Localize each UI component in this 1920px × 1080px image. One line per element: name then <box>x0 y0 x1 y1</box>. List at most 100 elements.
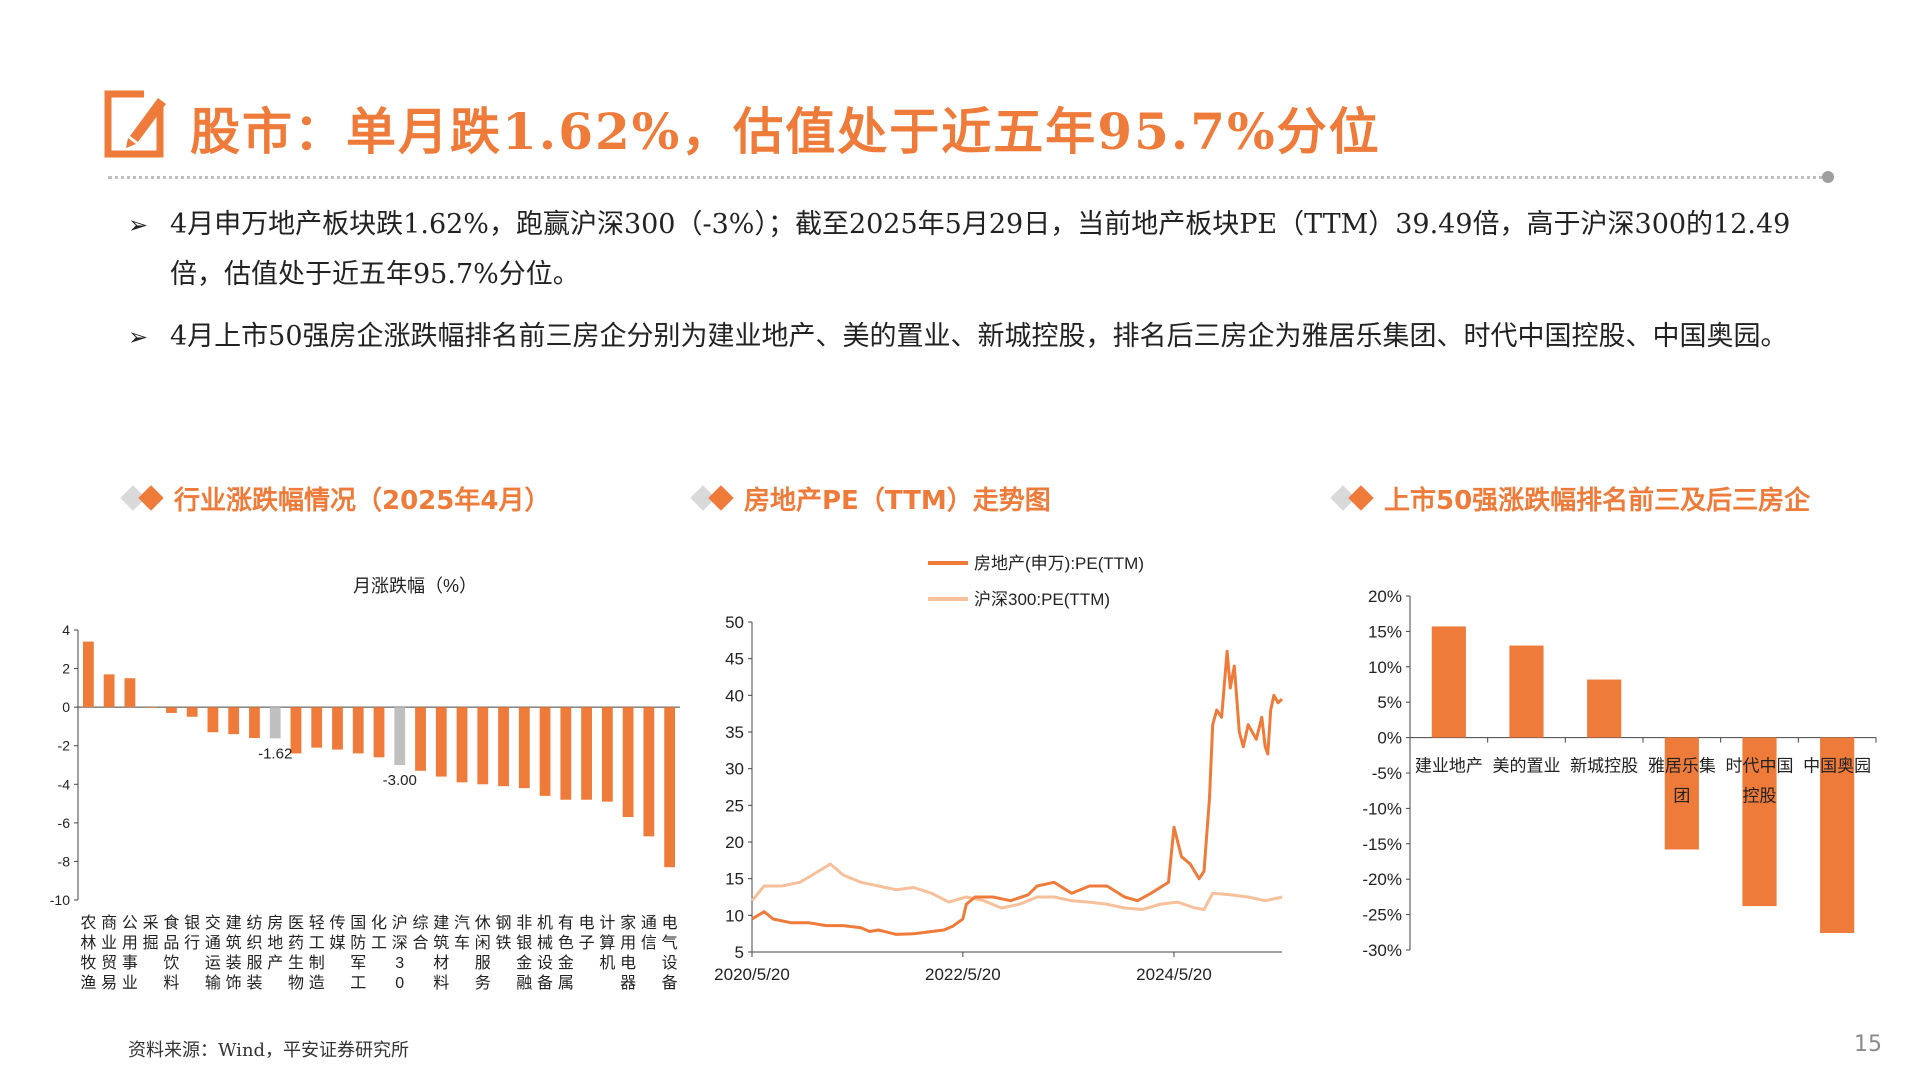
bar <box>1664 737 1699 850</box>
x-tick-label: 商业贸易 <box>101 914 117 990</box>
title-divider <box>108 176 1830 179</box>
page-title: 股市：单月跌1.62%，估值处于近五年95.7%分位 <box>190 102 1381 161</box>
bar <box>456 707 468 783</box>
bar <box>394 707 406 765</box>
y-tick-label: -2 <box>58 738 71 754</box>
bar <box>1431 626 1466 738</box>
bar <box>1509 645 1544 738</box>
bar <box>249 707 260 738</box>
bar <box>560 707 572 800</box>
chart-title: 月涨跌幅（%） <box>353 576 477 596</box>
legend-label: 沪深300:PE(TTM) <box>974 590 1110 609</box>
edit-note-icon <box>104 86 170 158</box>
x-tick-label: 电气设备 <box>662 914 678 990</box>
bar <box>1820 737 1855 934</box>
x-tick-label: 美的置业 <box>1493 757 1561 776</box>
y-tick-label: 15% <box>1368 622 1402 641</box>
section-title: 行业涨跌幅情况（2025年4月） <box>174 485 551 516</box>
bar <box>435 707 447 777</box>
x-tick-label: 沪深300 <box>392 914 408 990</box>
bar <box>415 707 426 771</box>
diamond-icon <box>118 483 166 513</box>
x-tick-label: 房地产 <box>267 914 283 972</box>
bar <box>601 707 613 802</box>
y-tick-label: 35 <box>725 723 744 742</box>
x-tick-label: 家用电器 <box>620 914 636 990</box>
x-tick-label: 有色金属 <box>558 914 574 990</box>
bar <box>1587 679 1622 738</box>
section-header-pe: 房地产PE（TTM）走势图 <box>688 478 1051 518</box>
x-tick-label: 银行 <box>184 914 200 952</box>
x-tick-label: 建筑装饰 <box>226 914 242 990</box>
x-tick-label: 机械设备 <box>537 914 553 990</box>
y-tick-label: 0% <box>1377 729 1402 748</box>
x-tick-label: 钢铁 <box>496 914 512 952</box>
x-tick-label: 中国奥园 <box>1803 757 1871 776</box>
series-line <box>750 862 1283 911</box>
y-tick-label: 20 <box>725 833 744 852</box>
x-tick-label: 交通运输 <box>205 914 221 990</box>
x-tick-label: 计算机 <box>599 914 615 972</box>
data-label: -3.00 <box>383 772 417 789</box>
bar <box>539 707 551 796</box>
y-tick-label: -6 <box>58 815 71 831</box>
x-tick-label: 医药生物 <box>288 915 304 990</box>
section-title: 房地产PE（TTM）走势图 <box>744 485 1051 516</box>
bar <box>643 707 655 837</box>
industry-change-chart: 月涨跌幅（%） 4 2 0 -2 -4 -6 -8 -10 农林牧渔商业贸易公用事业采掘食品饮料银… <box>50 576 680 990</box>
bar <box>166 707 177 713</box>
y-tick-label: -15% <box>1362 835 1402 854</box>
x-tick-label: 食品饮料 <box>163 914 179 990</box>
arrow-bullet-icon: ➢ <box>128 211 149 239</box>
section-header-industry: 行业涨跌幅情况（2025年4月） <box>118 478 550 518</box>
pe-trend-chart: 50 45 40 35 30 25 20 15 10 5 2020/5/20 2022/5/20 202… <box>714 554 1284 984</box>
y-tick-label: 4 <box>62 622 70 638</box>
bar <box>518 707 530 789</box>
x-tick-label: 建业地产 <box>1415 757 1483 776</box>
bar <box>228 707 240 735</box>
bar <box>332 707 343 750</box>
bar <box>269 707 281 739</box>
x-tick-label: 化工 <box>371 914 387 952</box>
y-tick-label: 20% <box>1368 587 1402 606</box>
bar <box>311 707 323 748</box>
y-tick-label: 0 <box>62 699 70 715</box>
y-tick-label: 15 <box>725 870 744 889</box>
bar <box>186 707 198 717</box>
bar <box>352 707 364 754</box>
x-tick-label: 通信 <box>641 914 657 952</box>
bar <box>477 707 489 785</box>
section-header-top50: 上市50强涨跌幅排名前三及后三房企 <box>1328 478 1810 518</box>
y-tick-label: -10 <box>50 892 70 908</box>
y-tick-label: 5% <box>1377 693 1402 712</box>
y-tick-label: 50 <box>725 613 744 632</box>
x-tick-label: 雅居乐集团 <box>1648 757 1716 806</box>
x-tick-label: 公用事业 <box>122 915 138 990</box>
bullet-text: 4月上市50强房企涨跌幅排名前三房企分别为建业地产、美的置业、新城控股，排名后三… <box>170 321 1788 352</box>
bar <box>290 707 302 754</box>
x-tick-label: 采掘 <box>143 914 159 952</box>
bar <box>145 707 157 708</box>
divider-dot <box>1822 171 1834 183</box>
x-tick-label: 2022/5/20 <box>925 965 1001 984</box>
x-tick-label: 建筑材料 <box>433 914 449 990</box>
y-tick-label: 2 <box>62 661 70 677</box>
summary-bullets: ➢ 4月申万地产板块跌1.62%，跑赢沪深300（-3%）；截至2025年5月2… <box>128 200 1828 374</box>
bullet-item: ➢ 4月上市50强房企涨跌幅排名前三房企分别为建业地产、美的置业、新城控股，排名… <box>128 312 1828 362</box>
bar <box>82 641 94 708</box>
bar <box>581 707 592 800</box>
arrow-bullet-icon: ➢ <box>128 323 149 351</box>
y-tick-label: 45 <box>725 650 744 669</box>
y-tick-label: -25% <box>1362 906 1402 925</box>
x-tick-label: 非银金融 <box>516 914 532 990</box>
y-tick-label: -10% <box>1362 799 1402 818</box>
y-tick-label: 10% <box>1368 658 1402 677</box>
top50-ranking-chart: 20% 15% 10% 5% 0% -5% -10% -15% -20% -25% -30% 建业地产… <box>1362 587 1877 960</box>
y-tick-label: -30% <box>1362 941 1402 960</box>
x-tick-label: 休闲服务 <box>475 914 491 990</box>
series-line <box>751 649 1284 936</box>
source-note: 资料来源：Wind，平安证券研究所 <box>128 1040 410 1061</box>
x-tick-label: 轻工制造 <box>309 914 325 990</box>
x-tick-label: 纺织服装 <box>246 914 262 990</box>
bar <box>103 674 115 708</box>
